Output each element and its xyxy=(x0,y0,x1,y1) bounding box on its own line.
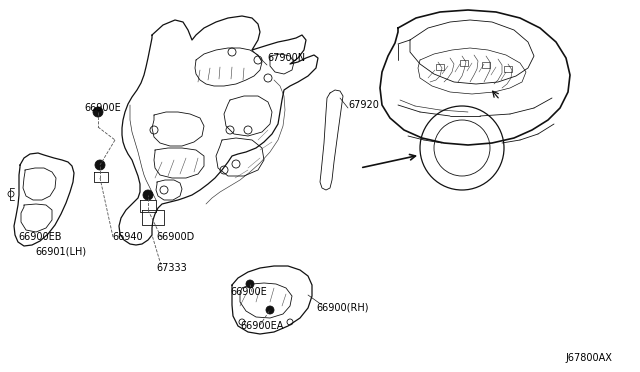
Circle shape xyxy=(246,280,254,288)
Circle shape xyxy=(143,190,153,200)
Text: 66900E: 66900E xyxy=(84,103,121,113)
Bar xyxy=(460,60,468,66)
Text: 66901(LH): 66901(LH) xyxy=(35,247,86,257)
Bar xyxy=(436,64,444,70)
Text: 66900D: 66900D xyxy=(156,232,195,242)
Bar xyxy=(504,66,512,72)
Text: 67920: 67920 xyxy=(348,100,379,110)
Text: 66940: 66940 xyxy=(112,232,143,242)
Text: 66900E: 66900E xyxy=(230,287,267,297)
Circle shape xyxy=(266,306,274,314)
Text: J67800AX: J67800AX xyxy=(565,353,612,363)
Text: 66900EA: 66900EA xyxy=(240,321,284,331)
Bar xyxy=(482,62,490,68)
Text: 67333: 67333 xyxy=(156,263,187,273)
Text: 66900EB: 66900EB xyxy=(18,232,61,242)
Text: 67900N: 67900N xyxy=(267,53,305,63)
Text: 66900(RH): 66900(RH) xyxy=(316,303,369,313)
Circle shape xyxy=(95,160,105,170)
Circle shape xyxy=(93,107,103,117)
